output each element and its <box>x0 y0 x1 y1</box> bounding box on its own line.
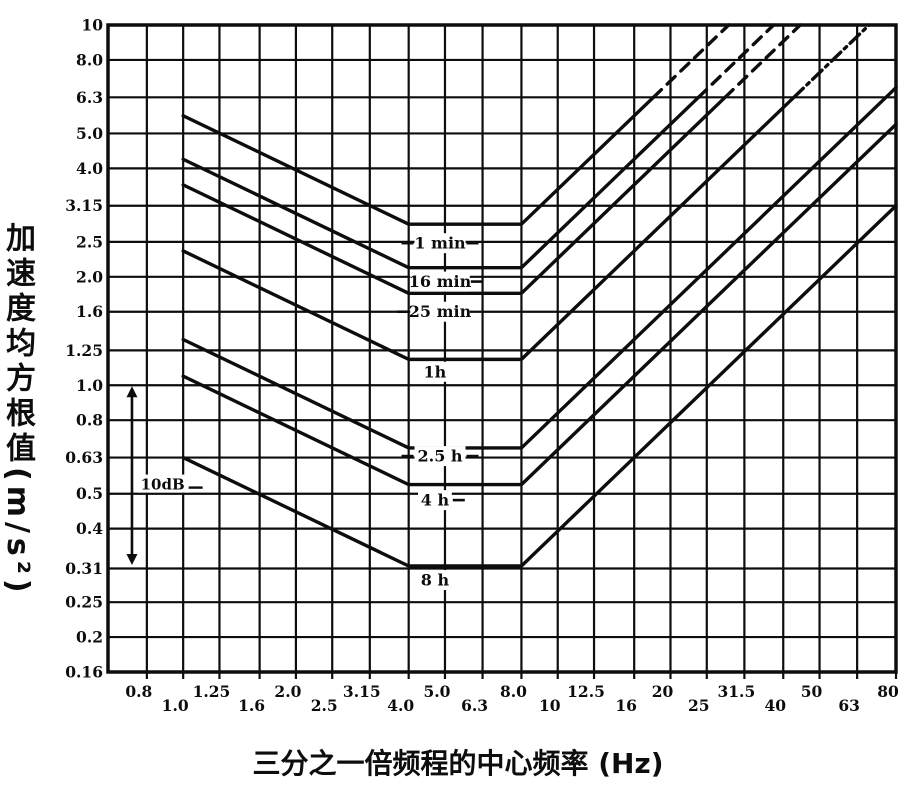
curve-1min-dashed-extension <box>651 23 731 99</box>
y-tick-label: 8.0 <box>76 50 103 69</box>
x-tick-label: 3.15 <box>343 682 381 701</box>
x-tick-label: 5.0 <box>423 682 450 701</box>
y-tick-label: 0.2 <box>76 628 103 647</box>
y-axis-title: 加速度均方根值(m/s²) <box>0 222 35 598</box>
curve-label-bg <box>414 446 466 467</box>
y-tick-label: 3.15 <box>65 196 103 215</box>
y-tick-label: 0.31 <box>65 559 103 578</box>
curve-label: 25 min <box>409 302 472 321</box>
y-tick-label: 1.6 <box>76 302 103 321</box>
y-tick-label: 2.0 <box>76 267 103 286</box>
x-tick-label: 1.0 <box>162 696 189 715</box>
curve-1h <box>181 95 796 362</box>
y-tick-label: 0.63 <box>65 448 103 467</box>
x-tick-label: 6.3 <box>461 696 488 715</box>
curve-25min-dashed-extension <box>723 23 802 99</box>
y-tick-label: 6.3 <box>76 88 103 107</box>
curve-label-bg <box>418 570 452 591</box>
db-arrow-head-down <box>126 554 138 566</box>
y-tick-label: 2.5 <box>76 232 103 251</box>
x-tick-label: 20 <box>652 682 674 701</box>
x-tick-label: 63 <box>838 696 860 715</box>
x-tick-label: 31.5 <box>717 682 755 701</box>
y-tick-label: 0.8 <box>76 411 103 430</box>
curve-16min <box>181 95 701 270</box>
curve-1h-dashed-extension <box>792 23 871 99</box>
x-axis-title: 三分之一倍频程的中心频率 (Hz) <box>252 747 664 780</box>
x-tick-label: 0.8 <box>125 682 152 701</box>
x-tick-label: 4.0 <box>387 696 414 715</box>
y-tick-label: 0.25 <box>65 593 103 612</box>
curve-label: 1h <box>424 362 447 381</box>
y-tick-label: 0.4 <box>76 519 103 538</box>
x-tick-label: 1.25 <box>193 682 231 701</box>
y-tick-label: 1.25 <box>65 341 103 360</box>
x-tick-label: 10 <box>539 696 561 715</box>
y-tick-label: 0.5 <box>76 484 103 503</box>
curve-label: 16 min <box>409 272 472 291</box>
db-arrow-head-up <box>126 386 138 398</box>
curve-8h <box>181 204 898 568</box>
curve-label-bg <box>418 490 452 511</box>
curve-label: 2.5 h <box>417 447 462 466</box>
curve-16min-dashed-extension <box>696 23 776 99</box>
y-tick-label: 0.16 <box>65 663 103 682</box>
curve-label-bg <box>422 361 448 382</box>
curve-25h <box>181 85 898 450</box>
x-tick-label: 1.6 <box>238 696 265 715</box>
x-tick-label: 40 <box>764 696 786 715</box>
curve-4h <box>181 122 898 487</box>
x-tick-label: 16 <box>615 696 637 715</box>
curve-1min <box>181 95 656 226</box>
db-annotation-label: 10dB <box>141 476 185 494</box>
y-tick-label: 4.0 <box>76 159 103 178</box>
x-tick-label: 2.0 <box>274 682 301 701</box>
plot-border <box>106 23 898 674</box>
curve-label-bg <box>410 271 470 292</box>
curve-label: 4 h <box>421 491 450 510</box>
curve-label-bg <box>410 301 470 322</box>
curve-label: 1 min <box>414 234 466 253</box>
x-tick-label: 12.5 <box>567 682 605 701</box>
db-label-bg <box>137 474 190 493</box>
x-tick-label: 80 <box>877 682 899 701</box>
x-tick-label: 25 <box>688 696 710 715</box>
y-tick-label: 1.0 <box>76 376 103 395</box>
x-tick-label: 50 <box>801 682 823 701</box>
curve-label: 8 h <box>421 571 450 590</box>
x-tick-label: 2.5 <box>311 696 338 715</box>
curve-label-bg <box>414 233 466 254</box>
curve-25min <box>181 95 727 296</box>
y-tick-label: 5.0 <box>76 124 103 143</box>
y-tick-label: 10 <box>81 16 103 35</box>
x-tick-label: 8.0 <box>500 682 527 701</box>
